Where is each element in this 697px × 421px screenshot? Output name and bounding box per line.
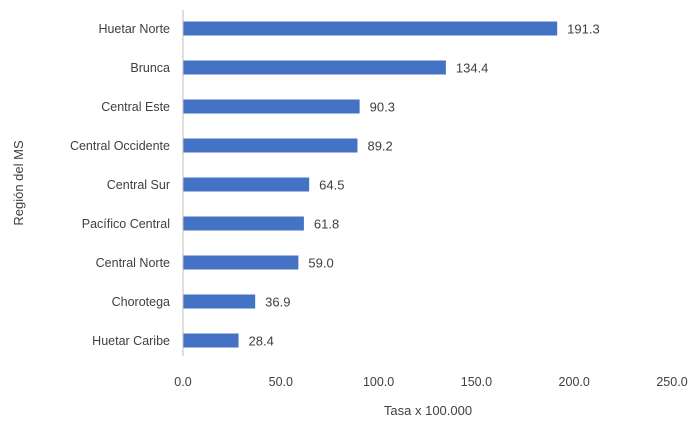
x-axis-title: Tasa x 100.000 xyxy=(384,403,472,418)
bars-group xyxy=(183,21,558,348)
x-tick-label: 50.0 xyxy=(269,375,293,389)
data-label: 59.0 xyxy=(308,256,333,271)
category-label: Chorotega xyxy=(112,295,170,309)
data-label: 134.4 xyxy=(456,61,489,76)
x-tick-label: 200.0 xyxy=(559,375,590,389)
category-label: Brunca xyxy=(130,61,170,75)
category-label: Huetar Norte xyxy=(98,22,170,36)
category-label: Huetar Caribe xyxy=(92,334,170,348)
value-labels: 191.3 134.4 90.3 89.2 64.5 61.8 59.0 36.9 28.4 xyxy=(249,22,600,349)
category-labels: Huetar Norte Brunca Central Este Central Oc… xyxy=(70,22,170,348)
bar xyxy=(183,333,239,348)
category-label: Pacífico Central xyxy=(82,217,170,231)
data-label: 28.4 xyxy=(249,334,274,349)
bar xyxy=(183,99,360,114)
x-tick-label: 0.0 xyxy=(174,375,191,389)
x-tick-label: 150.0 xyxy=(461,375,492,389)
x-tick-label: 250.0 xyxy=(656,375,687,389)
data-label: 89.2 xyxy=(367,139,392,154)
bar xyxy=(183,60,446,75)
bar xyxy=(183,294,256,309)
category-label: Central Norte xyxy=(96,256,170,270)
bar xyxy=(183,138,358,153)
data-label: 36.9 xyxy=(265,295,290,310)
x-tick-labels: 0.0 50.0 100.0 150.0 200.0 250.0 xyxy=(174,375,687,389)
category-label: Central Occidente xyxy=(70,139,170,153)
bar xyxy=(183,21,558,36)
y-axis-title: Región del MS xyxy=(11,140,26,226)
category-label: Central Este xyxy=(101,100,170,114)
data-label: 191.3 xyxy=(567,22,600,37)
data-label: 64.5 xyxy=(319,178,344,193)
bar xyxy=(183,255,299,270)
x-tick-label: 100.0 xyxy=(363,375,394,389)
bar xyxy=(183,216,304,231)
data-label: 90.3 xyxy=(370,100,395,115)
category-label: Central Sur xyxy=(107,178,170,192)
bar xyxy=(183,177,310,192)
data-label: 61.8 xyxy=(314,217,339,232)
